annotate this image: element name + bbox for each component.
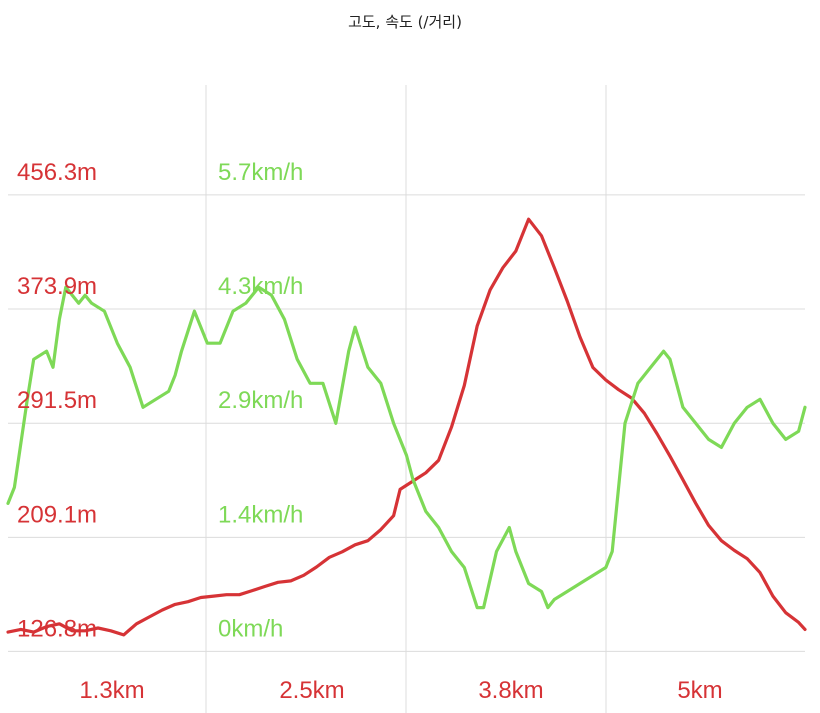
x-tick-label: 3.8km — [478, 677, 543, 704]
speed-tick-label: 5.7km/h — [218, 159, 303, 186]
altitude-series-line — [6, 217, 807, 637]
speed-tick-label: 2.9km/h — [218, 387, 303, 414]
altitude-tick-label: 456.3m — [17, 159, 97, 186]
altitude-tick-label: 209.1m — [17, 501, 97, 528]
speed-tick-label: 1.4km/h — [218, 501, 303, 528]
grid-lines — [8, 85, 805, 713]
speed-tick-label: 4.3km/h — [218, 273, 303, 300]
chart-title: 고도, 속도 (/거리) — [348, 13, 462, 31]
speed-series-line — [6, 285, 807, 610]
x-tick-label: 5km — [677, 677, 722, 704]
speed-tick-label: 0km/h — [218, 615, 283, 642]
axis-labels: 456.3m 373.9m 291.5m 209.1m 126.8m 5.7km/h 4.3… — [17, 159, 723, 704]
x-tick-label: 1.3km — [79, 677, 144, 704]
x-tick-label: 2.5km — [279, 677, 344, 704]
altitude-tick-label: 373.9m — [17, 273, 97, 300]
altitude-tick-label: 291.5m — [17, 387, 97, 414]
series-layer — [6, 217, 807, 637]
altitude-tick-label: 126.8m — [17, 615, 97, 642]
